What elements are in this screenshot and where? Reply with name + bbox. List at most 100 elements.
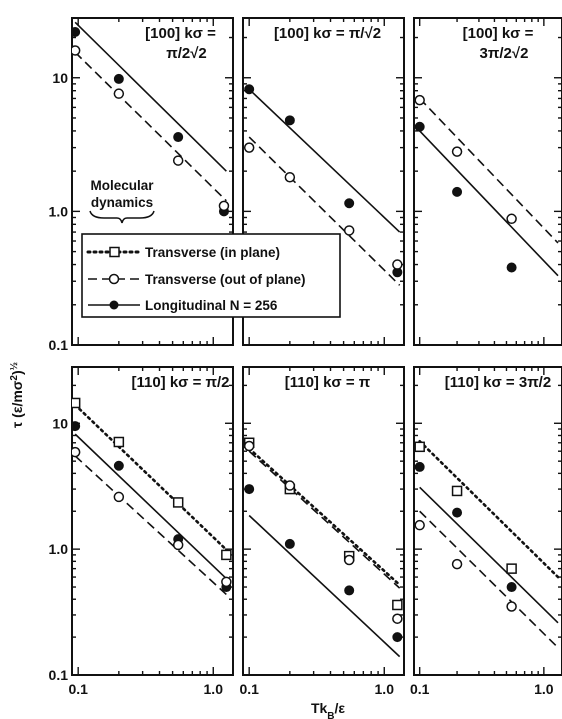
data-point-open-square xyxy=(392,599,403,611)
panel-6: 0.1 1.0 [110] kσ = 3π/2 xyxy=(410,366,562,697)
legend-box xyxy=(81,233,341,318)
panel-plot-area xyxy=(243,437,403,658)
data-point-filled-circle xyxy=(72,26,81,37)
molecular-dynamics-annotation: Molecular dynamics xyxy=(89,178,155,224)
y-tick-label: 10 xyxy=(52,415,68,431)
panel-3: [100] kσ = 3π/2√2 xyxy=(413,17,562,346)
x-tick-label: 1.0 xyxy=(375,681,395,697)
panel-5: 0.1 1.0 [110] kσ = π xyxy=(239,366,405,697)
panel-frame xyxy=(71,366,234,676)
panel-plot-area xyxy=(72,397,232,598)
data-point-open-circle xyxy=(221,576,232,588)
series-line-dashed xyxy=(248,450,401,589)
data-point-open-circle xyxy=(451,558,463,570)
series-line-dashed xyxy=(248,136,401,286)
series-line-solid xyxy=(248,88,401,233)
panel-title-line-2: 3π/2√2 xyxy=(480,45,529,62)
series-line-dashed xyxy=(74,51,227,202)
data-point-open-circle xyxy=(72,446,81,458)
legend-marker-open-square xyxy=(109,246,120,258)
panel-plot-area xyxy=(414,94,559,277)
legend-entry-3: Longitudinal N = 256 xyxy=(88,298,278,313)
series-line-dashed xyxy=(419,97,559,244)
data-point-open-square xyxy=(221,549,232,561)
data-point-filled-circle xyxy=(284,115,295,126)
axes-labels: τ (ε/mσ2)½ TkB/ε xyxy=(9,362,346,719)
data-point-open-square xyxy=(451,485,463,497)
legend-entry-1: Transverse (in plane) xyxy=(86,245,280,260)
data-point-open-circle xyxy=(392,613,403,624)
panel-title: [110] kσ = 3π/2 xyxy=(445,374,551,391)
legend-label: Transverse (in plane) xyxy=(145,245,280,260)
series-line-dotted xyxy=(418,439,560,579)
panel-title: [100] kσ = xyxy=(463,25,534,42)
panel-frame xyxy=(71,17,234,346)
data-point-filled-circle xyxy=(113,460,124,471)
data-point-open-circle xyxy=(243,440,255,452)
data-point-open-circle xyxy=(243,142,255,153)
panel-4: 0.1 1.0 10 0.1 1.0 [110] kσ = π/2 xyxy=(49,366,234,697)
curly-brace-icon xyxy=(89,210,155,224)
data-point-open-circle xyxy=(284,480,296,491)
data-point-open-square xyxy=(172,497,184,508)
data-point-open-circle xyxy=(506,213,517,225)
data-point-open-circle xyxy=(451,146,463,157)
legend-label: Longitudinal N = 256 xyxy=(145,298,278,313)
data-point-open-circle xyxy=(284,172,296,183)
data-point-open-square xyxy=(113,436,125,448)
series-line-solid xyxy=(248,514,401,658)
panel-frame xyxy=(242,17,405,346)
annotation-line-2: dynamics xyxy=(91,195,153,210)
data-point-open-square xyxy=(414,441,425,453)
data-point-filled-circle xyxy=(452,507,463,518)
panel-frame xyxy=(413,366,562,676)
panels-layer: 0.1 1.0 10 [100] kσ = π/2√2 [100] kσ = π/√2 [1… xyxy=(49,17,562,697)
data-point-open-circle xyxy=(172,155,184,166)
panel-title-line-2: π/2√2 xyxy=(166,45,207,62)
data-point-filled-circle xyxy=(344,198,355,209)
data-point-open-circle xyxy=(343,225,355,236)
x-tick-label: 0.1 xyxy=(239,681,259,697)
panel-plot-area xyxy=(72,21,230,217)
data-point-filled-circle xyxy=(244,84,255,95)
data-point-filled-circle xyxy=(506,262,517,273)
data-point-filled-circle xyxy=(344,585,355,596)
data-point-open-circle xyxy=(343,554,355,566)
panel-title: [100] kσ = xyxy=(145,25,216,42)
series-line-solid xyxy=(419,486,559,624)
panel-plot-area xyxy=(243,84,403,286)
x-tick-label: 1.0 xyxy=(534,681,554,697)
legend: Transverse (in plane) Transverse (out of … xyxy=(81,233,341,318)
panel-2: [100] kσ = π/√2 xyxy=(242,17,405,346)
data-point-open-square xyxy=(506,563,517,574)
y-tick-label: 1.0 xyxy=(49,541,69,557)
y-tick-label: 0.1 xyxy=(49,337,69,353)
data-point-filled-circle xyxy=(72,421,81,432)
panel-title: [100] kσ = π/√2 xyxy=(274,25,381,42)
series-line-dotted xyxy=(73,403,230,554)
panel-title: [110] kσ = π xyxy=(285,374,371,391)
panel-plot-area xyxy=(414,439,560,649)
data-point-filled-circle xyxy=(392,632,403,643)
panel-ticks xyxy=(413,367,562,676)
x-axis-label: TkB/ε xyxy=(311,700,345,719)
data-point-open-circle xyxy=(414,94,425,106)
x-tick-label: 1.0 xyxy=(204,681,224,697)
data-point-open-square xyxy=(72,397,81,409)
legend-entry-2: Transverse (out of plane) xyxy=(88,272,306,287)
data-point-open-circle xyxy=(414,519,425,531)
data-point-filled-circle xyxy=(414,461,425,472)
panel-ticks xyxy=(242,367,404,676)
panel-frame xyxy=(242,366,405,676)
annotation-line-1: Molecular xyxy=(90,178,154,193)
series-line-solid xyxy=(74,433,230,582)
data-point-open-circle xyxy=(172,539,184,551)
series-line-dashed xyxy=(74,455,230,598)
x-tick-label: 0.1 xyxy=(410,681,430,697)
panel-title: [110] kσ = π/2 xyxy=(131,374,229,391)
data-point-filled-circle xyxy=(173,132,184,143)
y-axis-label: τ (ε/mσ2)½ xyxy=(9,362,26,428)
panel-ticks xyxy=(242,18,404,346)
series-line-dashed xyxy=(419,510,559,649)
